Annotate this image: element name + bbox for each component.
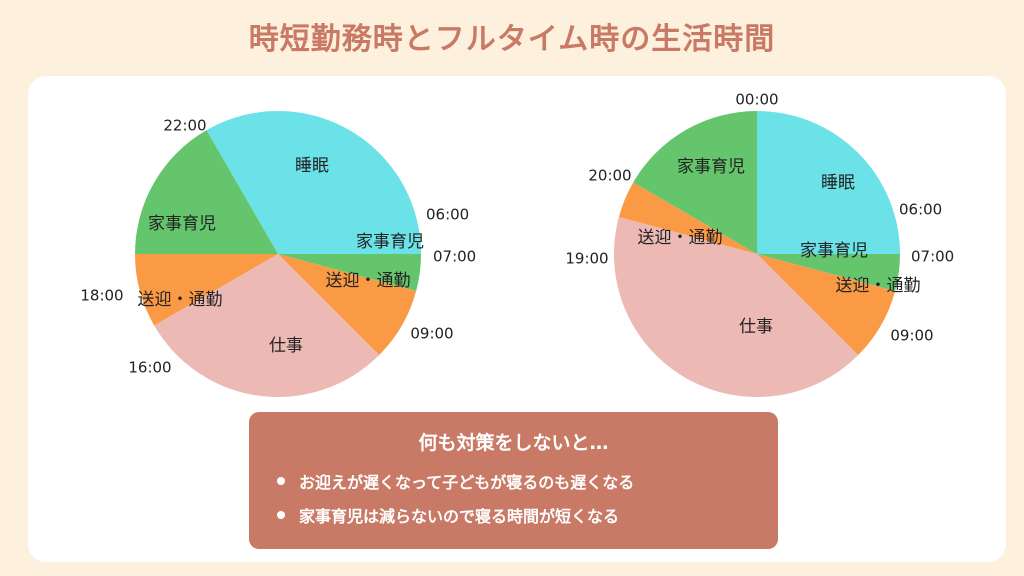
- warning-heading: 何も対策をしないと…: [418, 432, 609, 454]
- time-label: 09:00: [410, 325, 453, 343]
- slice-label: 睡眠: [821, 173, 855, 193]
- page-title: 時短勤務時とフルタイム時の生活時間: [248, 22, 776, 57]
- time-label: 00:00: [735, 91, 778, 109]
- warning-item-text: お迎えが遅くなって子どもが寝るのも遅くなる: [299, 473, 635, 492]
- slice-label: 睡眠: [295, 156, 329, 176]
- time-label: 09:00: [890, 327, 933, 345]
- pie-slice: [757, 254, 896, 356]
- pie-slice: [135, 254, 278, 326]
- slice-label: 仕事: [739, 317, 773, 337]
- slice-label: 送迎・通勤: [836, 276, 921, 296]
- time-label: 22:00: [163, 117, 206, 135]
- warning-list: お迎えが遅くなって子どもが寝るのも遅くなる 家事育児は減らないので寝る時間が短く…: [249, 469, 778, 527]
- slice-label: 送迎・通勤: [138, 290, 223, 310]
- time-label: 16:00: [128, 359, 171, 377]
- time-label: 07:00: [911, 248, 954, 266]
- time-label: 19:00: [565, 250, 608, 268]
- bullet-icon: [277, 477, 285, 485]
- slice-label: 家事育児: [356, 232, 424, 252]
- slice-label: 家事育児: [677, 157, 745, 177]
- pie-slice: [633, 111, 757, 254]
- slice-label: 送迎・通勤: [638, 228, 723, 248]
- pie-slice: [613, 216, 859, 398]
- slice-label: 家事育児: [148, 214, 216, 234]
- slice-label: 仕事: [269, 336, 303, 356]
- slice-label: 家事育児: [800, 241, 868, 261]
- pie-slice: [757, 254, 901, 292]
- pie-slice: [135, 130, 278, 254]
- pie-slice: [278, 254, 421, 292]
- warning-item-text: 家事育児は減らないので寝る時間が短くなる: [299, 507, 620, 526]
- pie-slice: [757, 111, 900, 254]
- warning-box: 何も対策をしないと… お迎えが遅くなって子どもが寝るのも遅くなる 家事育児は減ら…: [249, 412, 778, 549]
- pie-slice: [618, 182, 757, 254]
- warning-item: お迎えが遅くなって子どもが寝るのも遅くなる: [277, 469, 778, 493]
- pie-slice: [154, 254, 380, 398]
- time-label: 20:00: [588, 167, 631, 185]
- pie-slice: [206, 111, 421, 254]
- time-label: 18:00: [80, 287, 123, 305]
- time-label: 06:00: [426, 206, 469, 224]
- time-label: 07:00: [433, 248, 476, 266]
- bullet-icon: [277, 511, 285, 519]
- slice-label: 送迎・通勤: [326, 271, 411, 291]
- warning-item: 家事育児は減らないので寝る時間が短くなる: [277, 503, 778, 527]
- time-label: 06:00: [899, 201, 942, 219]
- pie-chart-full-time: 睡眠家事育児送迎・通勤仕事送迎・通勤家事育児00:0006:0007:0009:…: [565, 91, 954, 398]
- pie-slice: [278, 254, 417, 356]
